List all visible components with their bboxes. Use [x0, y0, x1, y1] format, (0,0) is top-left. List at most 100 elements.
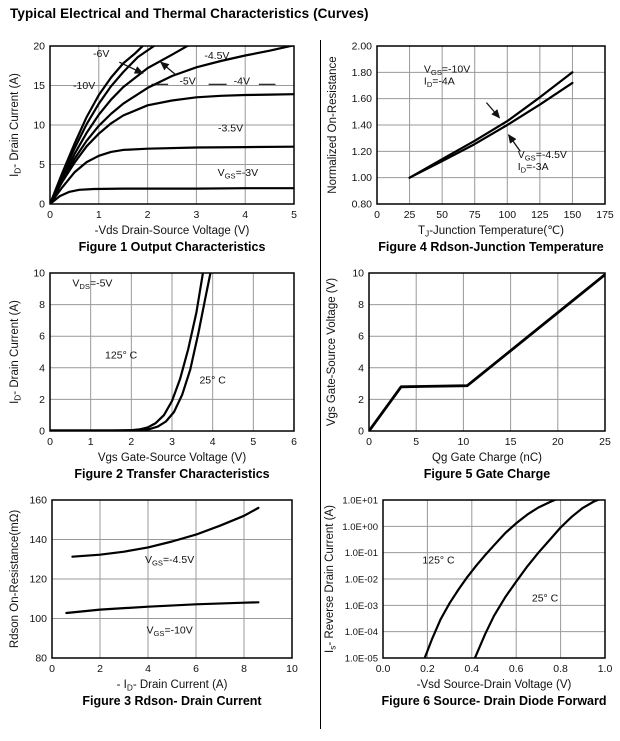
svg-text:8: 8 [241, 663, 247, 675]
svg-text:VGS=-10V: VGS=-10V [424, 63, 470, 76]
svg-text:4: 4 [39, 362, 45, 374]
svg-text:VGS=-10V: VGS=-10V [146, 624, 192, 638]
svg-text:VDS=-5V: VDS=-5V [72, 277, 112, 291]
svg-text:0: 0 [47, 209, 53, 221]
svg-text:2: 2 [97, 663, 103, 675]
svg-text:4: 4 [242, 209, 248, 221]
svg-text:5: 5 [250, 436, 256, 448]
svg-text:4: 4 [358, 362, 364, 374]
svg-text:20: 20 [552, 436, 564, 448]
figure-5-chart: 0 5 10 15 20 25 0 2 4 6 8 10 Qg Gate Charge (nC) Vgs … [326, 268, 611, 465]
svg-text:1.80: 1.80 [352, 67, 373, 79]
svg-text:Rdson On-Resistance(mΩ): Rdson On-Resistance(mΩ) [9, 510, 21, 649]
figure-4-rdson-junction-temperature: 0 25 50 75 100 125 150 175 0.80 1.00 1.20 1.40 1.60 1… [323, 38, 617, 255]
svg-text:1.0: 1.0 [598, 663, 613, 675]
svg-text:0: 0 [39, 199, 45, 211]
svg-text:2: 2 [39, 394, 45, 406]
svg-text:- ID- Drain Current (A): - ID- Drain Current (A) [117, 679, 228, 693]
svg-text:1: 1 [88, 436, 94, 448]
svg-text:8: 8 [39, 299, 45, 311]
svg-text:Qg Gate Charge (nC): Qg Gate Charge (nC) [432, 452, 542, 464]
svg-text:1.0E+01: 1.0E+01 [342, 496, 378, 507]
figure-6-chart: 0.0 0.2 0.4 0.6 0.8 1.0 1.0E-05 1.0E-04 1.0E-03 1… [324, 496, 613, 692]
svg-text:125: 125 [531, 209, 549, 221]
figure-6-caption: Figure 6 Source- Drain Diode Forward [381, 694, 607, 708]
figure-2-caption: Figure 2 Transfer Characteristics [74, 467, 270, 481]
svg-text:140: 140 [29, 534, 47, 546]
svg-text:-3.5V: -3.5V [218, 122, 243, 134]
column-divider [320, 40, 321, 729]
svg-text:15: 15 [33, 80, 45, 92]
svg-text:Vgs Gate-Source Voltage (V): Vgs Gate-Source Voltage (V) [326, 278, 338, 426]
svg-text:0: 0 [366, 436, 372, 448]
svg-text:-Vsd Source-Drain Voltage (V): -Vsd Source-Drain Voltage (V) [417, 679, 572, 691]
svg-text:10: 10 [352, 268, 364, 280]
figure-2-transfer-characteristics: 0 1 2 3 4 5 6 0 2 4 6 8 10 Vgs Gate-Source Voltage (V… [6, 265, 314, 482]
figure-3-rdson-drain-current: 0 2 4 6 8 10 80 100 120 140 160 - ID- Drain Current… [6, 492, 314, 709]
figure-2-chart: 0 1 2 3 4 5 6 0 2 4 6 8 10 Vgs Gate-Source Voltage (V… [9, 268, 297, 465]
svg-text:5: 5 [39, 159, 45, 171]
svg-text:0: 0 [49, 663, 55, 675]
svg-text:-4V: -4V [234, 75, 250, 87]
svg-text:1.0E-04: 1.0E-04 [345, 627, 378, 638]
svg-text:2: 2 [145, 209, 151, 221]
figure-3-caption: Figure 3 Rdson- Drain Current [82, 694, 262, 708]
svg-text:50: 50 [436, 209, 448, 221]
svg-text:0.80: 0.80 [352, 199, 373, 211]
svg-text:ID=-3A: ID=-3A [518, 161, 549, 175]
svg-text:-5V: -5V [179, 75, 195, 87]
svg-text:1.00: 1.00 [352, 172, 373, 184]
svg-text:0.6: 0.6 [509, 663, 524, 675]
svg-text:ID=-4A: ID=-4A [424, 75, 455, 89]
svg-text:6: 6 [39, 331, 45, 343]
figure-1-output-characteristics: 0 1 2 3 4 5 0 5 10 15 20 -Vds Drain-Source Voltage … [6, 38, 314, 255]
svg-text:VGS=-4.5V: VGS=-4.5V [145, 554, 194, 568]
svg-text:-6V: -6V [93, 48, 109, 60]
svg-text:ID- Drain Current (A): ID- Drain Current (A) [9, 300, 23, 404]
figure-1-chart: 0 1 2 3 4 5 0 5 10 15 20 -Vds Drain-Source Voltage … [9, 41, 297, 238]
svg-text:0.0: 0.0 [376, 663, 391, 675]
svg-text:1.20: 1.20 [352, 146, 373, 158]
left-column: 0 1 2 3 4 5 0 5 10 15 20 -Vds Drain-Source Voltage … [6, 38, 314, 719]
svg-text:1.0E-01: 1.0E-01 [345, 548, 378, 559]
svg-text:0: 0 [374, 209, 380, 221]
figure-4-caption: Figure 4 Rdson-Junction Temperature [378, 240, 604, 254]
figure-1-caption: Figure 1 Output Characteristics [78, 240, 266, 254]
svg-text:1: 1 [96, 209, 102, 221]
svg-text:25° C: 25° C [199, 375, 226, 387]
svg-text:-4.5V: -4.5V [204, 50, 229, 62]
svg-text:1.0E-02: 1.0E-02 [345, 575, 378, 586]
svg-text:2: 2 [128, 436, 134, 448]
svg-text:Is- Reverse Drain Current (A): Is- Reverse Drain Current (A) [324, 505, 338, 653]
svg-text:80: 80 [35, 653, 47, 665]
svg-text:10: 10 [33, 268, 45, 280]
svg-text:100: 100 [29, 613, 47, 625]
svg-text:125° C: 125° C [422, 555, 455, 567]
svg-text:2: 2 [358, 394, 364, 406]
svg-text:15: 15 [505, 436, 517, 448]
svg-text:6: 6 [193, 663, 199, 675]
svg-text:125° C: 125° C [105, 349, 138, 361]
svg-text:25: 25 [404, 209, 416, 221]
svg-text:1.0E-05: 1.0E-05 [345, 654, 378, 665]
svg-text:-Vds Drain-Source Voltage (V): -Vds Drain-Source Voltage (V) [95, 225, 250, 237]
svg-text:VGS=-4.5V: VGS=-4.5V [518, 149, 567, 163]
figure-4-chart: 0 25 50 75 100 125 150 175 0.80 1.00 1.20 1.40 1.60 1… [327, 41, 614, 239]
svg-text:0.2: 0.2 [420, 663, 435, 675]
svg-text:Normalized On-Resistance: Normalized On-Resistance [327, 56, 339, 193]
svg-text:120: 120 [29, 574, 47, 586]
figure-6-source-drain-diode-forward: 0.0 0.2 0.4 0.6 0.8 1.0 1.0E-05 1.0E-04 1.0E-03 1… [323, 492, 617, 709]
svg-text:175: 175 [596, 209, 614, 221]
svg-text:ID- Drain Current (A): ID- Drain Current (A) [9, 73, 23, 177]
svg-text:100: 100 [499, 209, 517, 221]
svg-text:0: 0 [358, 426, 364, 438]
svg-text:3: 3 [169, 436, 175, 448]
svg-text:0: 0 [39, 426, 45, 438]
svg-text:1.0E-03: 1.0E-03 [345, 601, 378, 612]
svg-text:4: 4 [145, 663, 151, 675]
svg-text:3: 3 [193, 209, 199, 221]
svg-text:20: 20 [33, 41, 45, 53]
svg-text:6: 6 [291, 436, 297, 448]
figure-3-chart: 0 2 4 6 8 10 80 100 120 140 160 - ID- Drain Current… [9, 495, 298, 693]
svg-text:5: 5 [413, 436, 419, 448]
